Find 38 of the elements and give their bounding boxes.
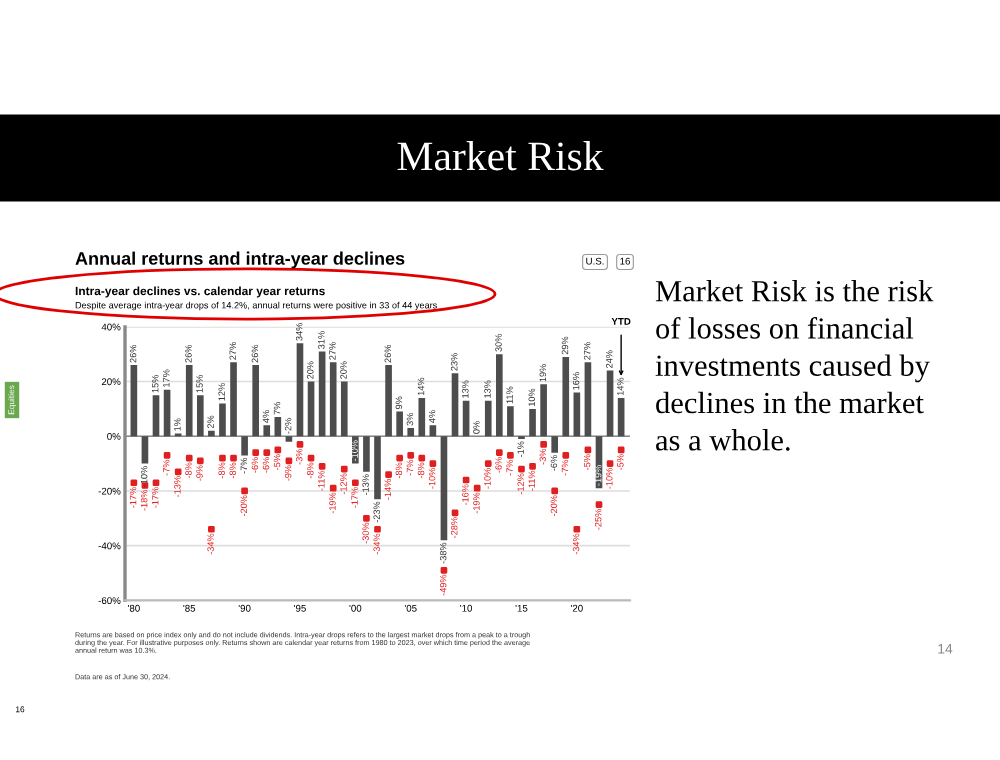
bar [196,395,204,437]
bar [562,356,570,437]
bar [141,436,149,464]
bar [440,436,448,541]
bar [340,381,348,437]
bar [329,362,337,437]
bar [252,365,259,437]
bar [374,436,381,500]
bar [584,362,592,437]
bar [396,411,403,437]
bar [208,430,215,437]
bar [540,384,547,437]
bar [407,428,415,437]
bar [484,400,492,437]
bar [451,373,459,437]
bar [507,406,514,437]
bar [274,417,282,437]
bar [429,425,437,437]
bar [418,397,426,437]
bar [529,408,536,437]
chart-title: Annual returns and intra-year declines [75,251,405,269]
bar [263,425,271,437]
bar [185,365,193,437]
bar [230,362,237,437]
text: Market Risk is the risk of losses on financial investments caused by declines in the market as a whole. [655,280,934,451]
bar [241,436,248,456]
bar [130,365,138,437]
bar [219,403,226,437]
bar [152,395,160,437]
bar [573,392,581,437]
bar [318,351,326,437]
bar [496,354,503,437]
bar [363,436,370,472]
bar [385,365,392,437]
bar [285,436,293,442]
text: Market Risk [397,141,604,171]
bar [296,343,304,437]
bar [551,436,559,453]
